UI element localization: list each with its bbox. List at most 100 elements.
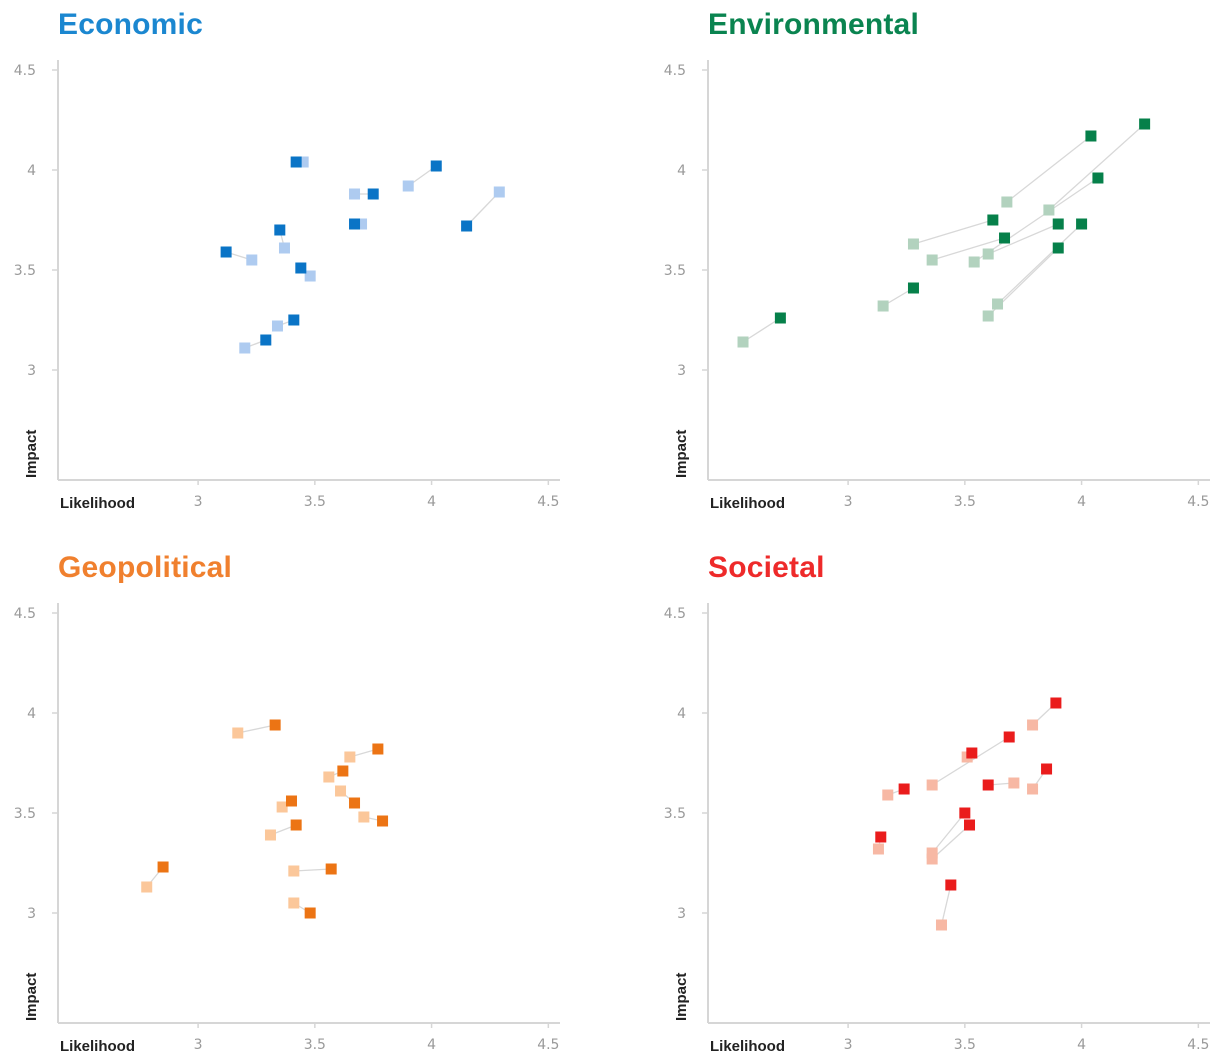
y-tick-label: 4.5 <box>14 63 36 79</box>
previous-point <box>1043 204 1055 216</box>
current-point <box>285 795 297 807</box>
y-tick-label: 3 <box>677 363 686 379</box>
previous-point <box>349 188 361 200</box>
y-axis-label: Impact <box>23 973 40 1021</box>
current-point <box>349 797 361 809</box>
chart-title: Societal <box>708 551 825 584</box>
previous-point <box>907 238 919 250</box>
current-point <box>1139 118 1151 130</box>
current-point <box>1050 697 1062 709</box>
connector-line <box>931 812 966 854</box>
current-point <box>274 224 286 236</box>
y-tick-label: 4.5 <box>664 606 686 622</box>
connector-line <box>940 884 952 926</box>
previous-point <box>982 310 994 322</box>
y-tick-label: 4 <box>677 706 686 722</box>
y-tick-label: 4.5 <box>14 606 36 622</box>
previous-point <box>358 811 370 823</box>
x-tick-label: 3 <box>194 1037 203 1053</box>
previous-point <box>992 298 1004 310</box>
current-point <box>1052 242 1064 254</box>
current-point <box>304 907 316 919</box>
previous-point <box>264 829 276 841</box>
current-point <box>774 312 786 324</box>
x-axis-label: Likelihood <box>60 1038 135 1055</box>
current-point <box>157 861 169 873</box>
x-tick-label: 3 <box>844 494 853 510</box>
panel-geopolitical: Geopolitical 3 3.5 4 4.5 3 3.5 4 4.5 Likelihood I… <box>0 543 600 1063</box>
y-axis-label: Impact <box>673 430 690 478</box>
y-tick-label: 4 <box>677 163 686 179</box>
current-point <box>959 807 971 819</box>
x-tick-label: 3.5 <box>954 494 976 510</box>
previous-point <box>493 186 505 198</box>
current-point <box>295 262 307 274</box>
y-axis-label: Impact <box>673 973 690 1021</box>
x-axis-label: Likelihood <box>710 1038 785 1055</box>
current-point <box>461 220 473 232</box>
environmental-scatter-plot: 3 3.5 4 4.5 3 3.5 4 4.5 Likelihood Impact <box>664 60 1210 512</box>
current-point <box>367 188 379 200</box>
current-point <box>337 765 349 777</box>
x-tick-label: 4.5 <box>1187 1037 1209 1053</box>
previous-point <box>288 897 300 909</box>
panel-economic: Economic 3 3.5 4 4.5 3 3.5 4 4.5 Likelihood Impac… <box>0 0 600 520</box>
previous-point <box>356 218 368 230</box>
x-tick-label: 3 <box>194 494 203 510</box>
connector-line <box>742 317 781 343</box>
chart-title: Geopolitical <box>58 551 233 584</box>
connector-line <box>237 724 276 734</box>
y-tick-label: 3 <box>27 363 36 379</box>
current-point <box>1052 218 1064 230</box>
previous-point <box>288 865 300 877</box>
current-point <box>372 743 384 755</box>
previous-point <box>926 853 938 865</box>
x-tick-label: 3.5 <box>304 494 326 510</box>
current-point <box>982 779 994 791</box>
previous-point <box>1027 719 1039 731</box>
previous-point <box>872 843 884 855</box>
y-tick-label: 3.5 <box>14 806 36 822</box>
x-tick-label: 4.5 <box>1187 494 1209 510</box>
y-tick-label: 4 <box>27 163 36 179</box>
y-tick-label: 4.5 <box>664 63 686 79</box>
previous-point <box>882 789 894 801</box>
x-tick-label: 4.5 <box>537 494 559 510</box>
current-point <box>377 815 389 827</box>
y-tick-label: 3.5 <box>14 263 36 279</box>
current-point <box>290 819 302 831</box>
connector-line <box>1006 135 1092 203</box>
connector-line <box>931 237 1005 261</box>
current-point <box>1076 218 1088 230</box>
previous-point <box>323 771 335 783</box>
current-point <box>875 831 887 843</box>
previous-point <box>232 727 244 739</box>
x-tick-label: 4 <box>427 1037 436 1053</box>
panel-environmental: Environmental 3 3.5 4 4.5 3 3.5 4 4.5 Likelihood… <box>650 0 1212 520</box>
current-point <box>1085 130 1097 142</box>
previous-point <box>877 300 889 312</box>
x-axis-label: Likelihood <box>60 495 135 512</box>
current-point <box>269 719 281 731</box>
previous-point <box>926 779 938 791</box>
x-tick-label: 3.5 <box>954 1037 976 1053</box>
current-point <box>1041 763 1053 775</box>
current-point <box>898 783 910 795</box>
x-tick-label: 3 <box>844 1037 853 1053</box>
previous-point <box>402 180 414 192</box>
current-point <box>325 863 337 875</box>
panel-societal: Societal 3 3.5 4 4.5 3 3.5 4 4.5 Likelihood Impac… <box>650 543 1212 1063</box>
x-tick-label: 4 <box>427 494 436 510</box>
previous-point <box>935 919 947 931</box>
y-axis-label: Impact <box>23 430 40 478</box>
y-tick-label: 4 <box>27 706 36 722</box>
y-tick-label: 3.5 <box>664 263 686 279</box>
y-tick-label: 3 <box>27 906 36 922</box>
previous-point <box>344 751 356 763</box>
current-point <box>288 314 300 326</box>
economic-scatter-plot: 3 3.5 4 4.5 3 3.5 4 4.5 Likelihood Impact <box>14 60 560 512</box>
previous-point <box>737 336 749 348</box>
current-point <box>1092 172 1104 184</box>
connector-line <box>1048 123 1146 211</box>
current-point <box>945 879 957 891</box>
